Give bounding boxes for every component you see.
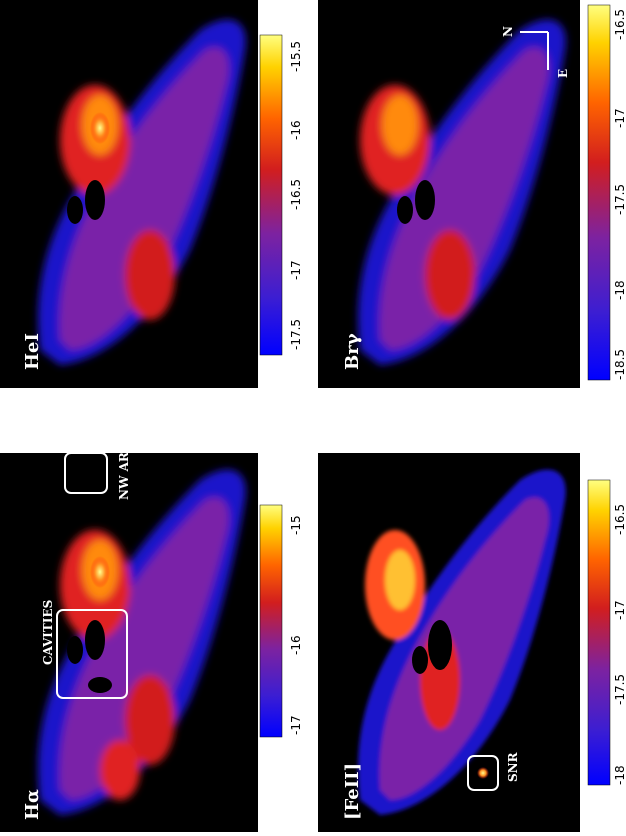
halpha-tick-1: -16: [289, 635, 303, 655]
panel-hei: HeI -17.5 -17 -16.5 -16 -15.5: [0, 0, 303, 388]
panel-feii-label: [FeII]: [342, 763, 363, 820]
compass-east-label: E: [556, 69, 570, 78]
hei-bright-knot: [90, 112, 110, 144]
hei-cavities-shapes: [67, 180, 105, 224]
hei-tick-0: -17.5: [289, 319, 303, 350]
brgamma-tick-4: -16.5: [613, 9, 626, 40]
panel-feii: [FeII] SNR -18 -17.5 -17 -16.5: [318, 453, 626, 832]
compass: N E: [501, 26, 570, 78]
hei-tick-3: -16: [289, 120, 303, 140]
panel-halpha: Hα CAVITIES NW ARM -17 -16 -15: [0, 439, 303, 832]
feii-tick-0: -18: [613, 765, 626, 785]
nw-arm-box: [64, 452, 108, 494]
feii-cavities-shapes: [412, 620, 452, 674]
hei-tick-4: -15.5: [289, 41, 303, 72]
halpha-colorbar: [259, 504, 283, 738]
hei-colorbar: [259, 34, 283, 356]
hei-tick-1: -17: [289, 260, 303, 280]
snr-box: [467, 755, 499, 791]
feii-tick-1: -17.5: [613, 674, 626, 705]
feii-nebula: [358, 469, 566, 815]
feii-colorbar: [587, 479, 611, 786]
halpha-bright-knot: [90, 556, 110, 588]
hei-tick-2: -16.5: [289, 179, 303, 210]
snr-source: [477, 767, 489, 779]
panel-brgamma-label: Brγ: [342, 333, 363, 370]
halpha-cavities-shapes: [67, 620, 112, 693]
brgamma-cavities-shapes: [397, 180, 435, 224]
brgamma-tick-0: -18.5: [613, 349, 626, 380]
nw-arm-label: NW ARM: [117, 439, 131, 500]
brgamma-tick-3: -17: [613, 108, 626, 128]
cavities-label: CAVITIES: [41, 600, 55, 665]
panel-halpha-label: Hα: [22, 789, 43, 820]
feii-tick-2: -17: [613, 600, 626, 620]
snr-label: SNR: [506, 751, 520, 782]
halpha-tick-2: -15: [289, 515, 303, 535]
cavities-box: [56, 609, 128, 699]
panel-hei-label: HeI: [22, 333, 43, 370]
brgamma-tick-2: -17.5: [613, 184, 626, 215]
brgamma-nebula: [358, 19, 566, 365]
feii-tick-3: -16.5: [613, 504, 626, 535]
brgamma-colorbar: [587, 4, 611, 381]
panel-brgamma: Brγ N E -18.5 -18 -17.5 -17 -16.5: [318, 0, 626, 388]
halpha-tick-0: -17: [289, 715, 303, 735]
compass-north-label: N: [501, 26, 515, 37]
brgamma-tick-1: -18: [613, 280, 626, 300]
